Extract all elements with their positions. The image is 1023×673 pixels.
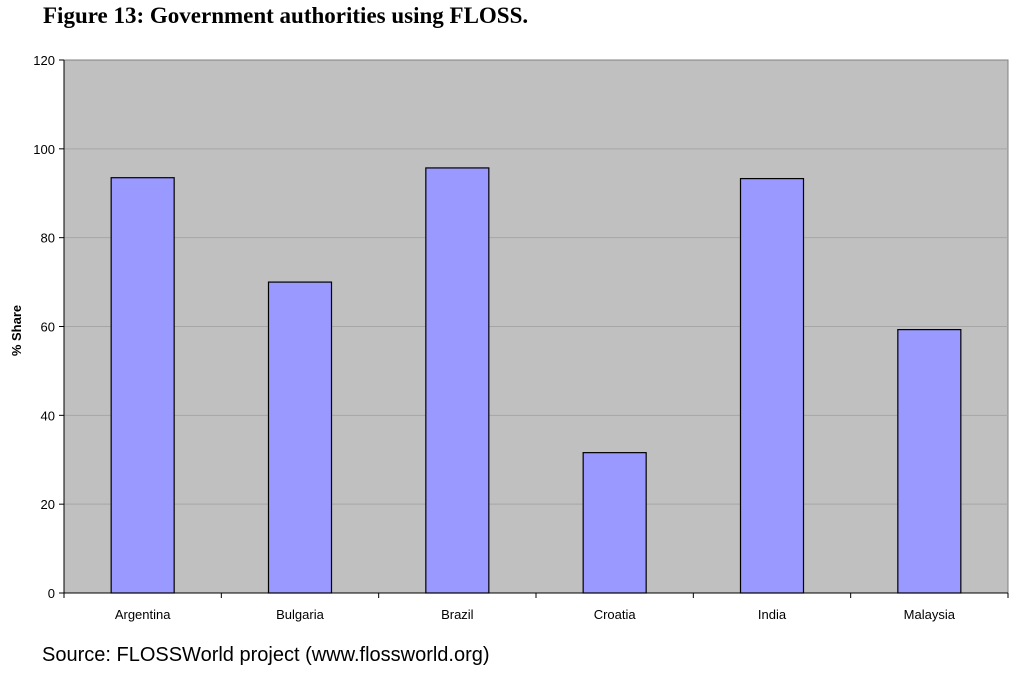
x-tick-label: Malaysia: [904, 607, 956, 622]
y-axis-label: % Share: [9, 305, 24, 356]
x-tick-label: Argentina: [115, 607, 171, 622]
bar-bulgaria: [267, 281, 333, 594]
bar-croatia: [582, 452, 647, 594]
x-tick-label: Croatia: [594, 607, 637, 622]
bar-india: [739, 177, 805, 594]
figure-title: Figure 13: Government authorities using …: [43, 3, 529, 28]
x-tick-label: Brazil: [441, 607, 474, 622]
y-tick-label: 40: [41, 408, 55, 423]
bar-malaysia: [897, 329, 962, 594]
bar-argentina: [110, 177, 175, 594]
y-tick-label: 60: [41, 320, 55, 335]
gridlines: [64, 148, 1008, 505]
source-note: Source: FLOSSWorld project (www.flosswor…: [42, 644, 490, 666]
y-tick-label: 120: [33, 53, 55, 68]
bars: [110, 167, 962, 594]
tick-labels: 0 20 40 60 80 100 120 Argentina Bulgaria Brazil Cr…: [33, 53, 955, 622]
x-tick-label: Bulgaria: [276, 607, 324, 622]
y-tick-label: 20: [41, 497, 55, 512]
y-tick-label: 0: [48, 586, 55, 601]
x-tick-label: India: [758, 607, 787, 622]
axes: [59, 59, 1009, 598]
y-tick-label: 80: [41, 231, 55, 246]
y-tick-label: 100: [33, 142, 55, 157]
bar-brazil: [425, 167, 490, 594]
